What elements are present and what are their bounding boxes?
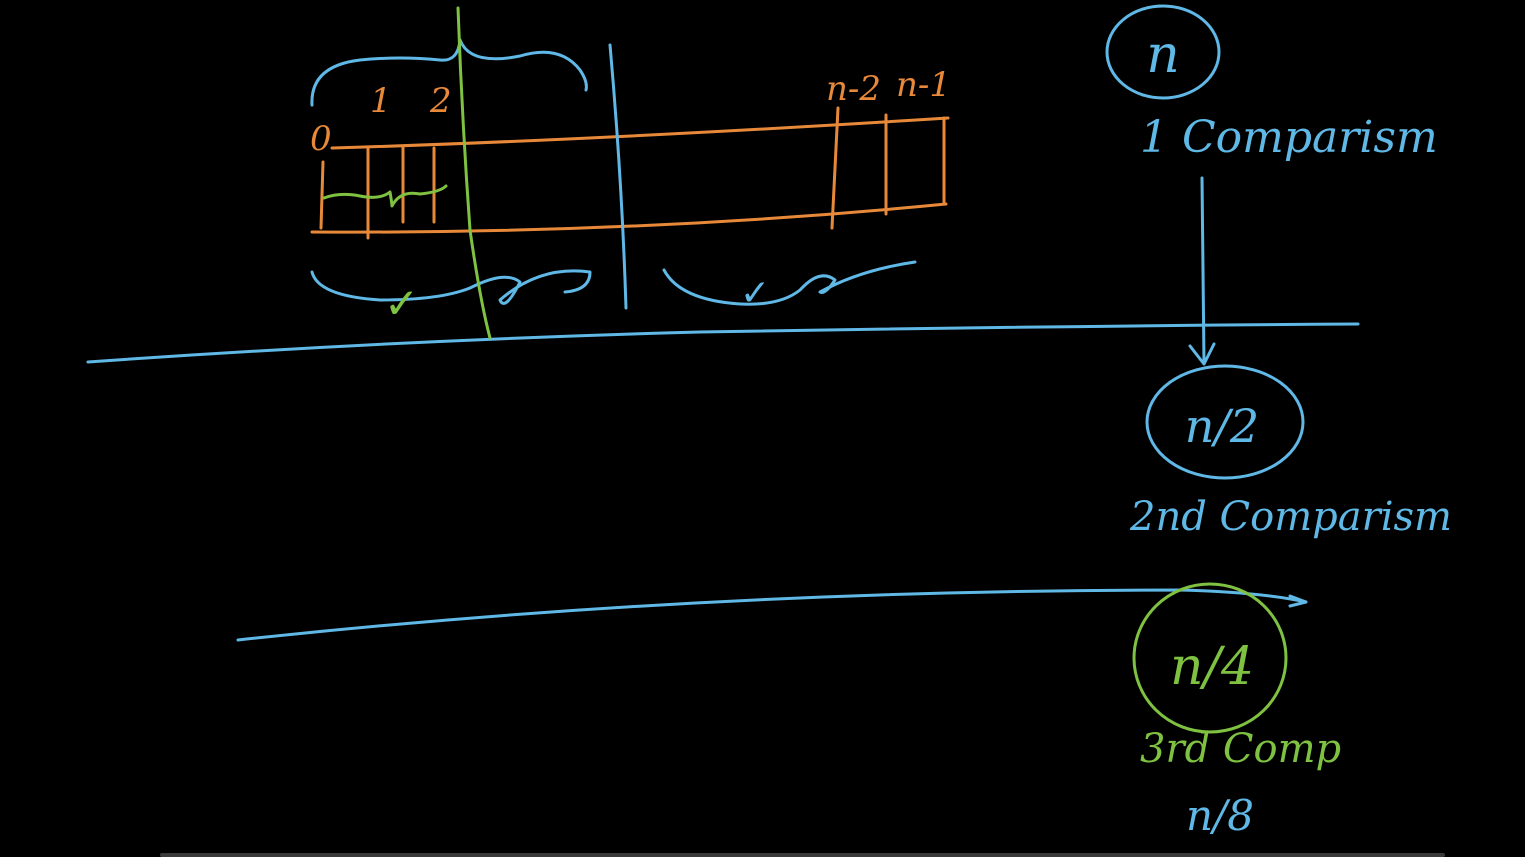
index-n1-label: n-1 [896, 65, 951, 105]
node-n-label: n [1146, 25, 1180, 85]
node-n8-label: n/8 [1186, 791, 1254, 840]
split-marks: ✓ ✓ [322, 6, 770, 340]
level-1-caption: 1 Comparism [1140, 112, 1438, 163]
index-n2-label: n-2 [826, 69, 881, 109]
check-mark-left: ✓ [384, 279, 419, 328]
down-arrow-shaft [1200, 176, 1206, 364]
node-n2-label: n/2 [1185, 399, 1259, 453]
check-mark-right: ✓ [740, 273, 770, 314]
top-brace-left [310, 38, 462, 107]
down-arrow-head [1188, 342, 1216, 366]
array-bottom-edge [310, 202, 948, 234]
level-2-caption: 2nd Comparism [1129, 494, 1452, 540]
horizontal-scrollbar[interactable] [160, 853, 1445, 857]
bottom-brace-middle [468, 269, 592, 305]
bottom-brace-right [662, 260, 917, 306]
level-separator-1 [86, 322, 1360, 364]
separator-arrowhead [1288, 594, 1308, 608]
inner-brace [322, 184, 448, 208]
level-separator-2 [236, 588, 1308, 642]
index-2-label: 2 [429, 81, 452, 121]
level-3-caption: 3rd Comp [1140, 726, 1341, 772]
split-line [456, 6, 492, 340]
mid-divider [608, 43, 628, 310]
recursion-levels: n 1 Comparism n/2 2nd Comparism n/4 3rd … [1105, 4, 1452, 840]
index-0-label: 0 [310, 119, 332, 159]
array-left-edge [319, 160, 325, 230]
node-n2-circle [1145, 364, 1305, 480]
array-divider-n2 [830, 106, 840, 230]
node-n4-label: n/4 [1170, 637, 1254, 697]
node-n4-circle [1132, 582, 1288, 734]
array-top-edge [330, 116, 950, 150]
index-1-label: 1 [370, 81, 392, 121]
node-n-circle [1105, 4, 1221, 100]
partition-marks [86, 38, 1360, 642]
bottom-brace-left [310, 270, 472, 302]
top-brace-right [458, 38, 588, 92]
array-diagram: 0 1 2 n-2 n-1 [310, 65, 951, 240]
